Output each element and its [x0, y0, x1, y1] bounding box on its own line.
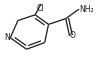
Text: N: N [4, 33, 10, 42]
Text: NH₂: NH₂ [79, 5, 94, 14]
Text: Cl: Cl [37, 4, 45, 13]
Text: O: O [70, 31, 75, 40]
